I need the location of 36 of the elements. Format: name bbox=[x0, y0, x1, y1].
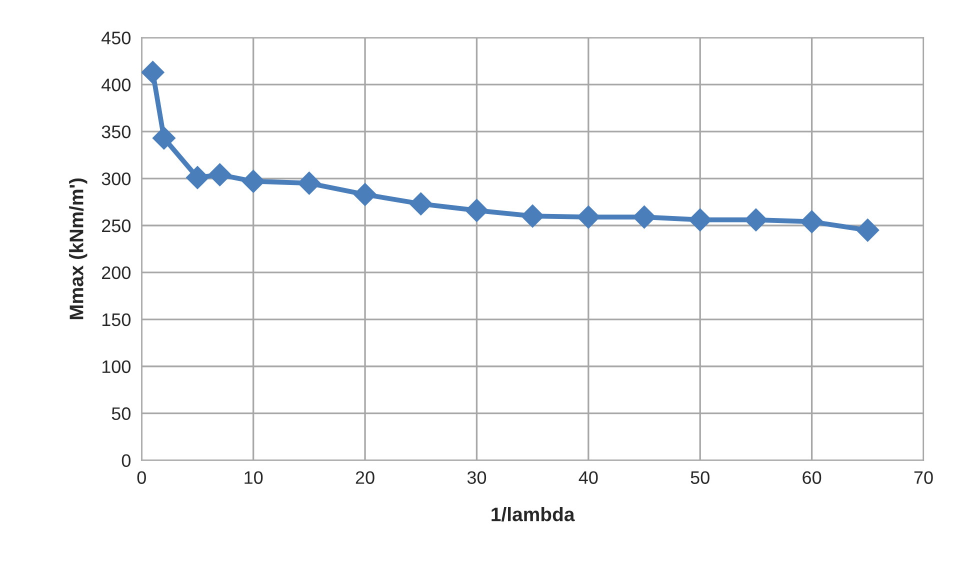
x-tick-label: 60 bbox=[802, 471, 822, 484]
point bbox=[576, 206, 600, 229]
x-tick-label: 40 bbox=[578, 471, 598, 484]
y-tick-label: 200 bbox=[102, 266, 131, 280]
point bbox=[298, 172, 321, 195]
point bbox=[800, 210, 824, 234]
point bbox=[152, 126, 176, 150]
y-tick-label: 100 bbox=[102, 360, 131, 374]
point bbox=[186, 166, 209, 190]
point bbox=[354, 182, 377, 206]
y-axis-title: Mmax (kNm/m') bbox=[69, 178, 88, 320]
x-tick-label: 0 bbox=[137, 471, 146, 484]
point bbox=[856, 218, 880, 242]
y-tick-label: 50 bbox=[112, 407, 131, 420]
x-tick-label: 50 bbox=[690, 471, 710, 484]
x-tick-label: 30 bbox=[467, 471, 486, 484]
y-tick-label: 300 bbox=[102, 172, 131, 186]
x-tick-label: 10 bbox=[244, 471, 263, 484]
point bbox=[465, 198, 488, 222]
point bbox=[632, 206, 656, 229]
y-tick-label: 150 bbox=[102, 313, 131, 326]
y-tick-label: 450 bbox=[102, 32, 131, 44]
point bbox=[142, 60, 164, 84]
point bbox=[521, 204, 544, 228]
point bbox=[409, 192, 432, 216]
y-tick-label: 350 bbox=[102, 125, 131, 138]
x-tick-label: 70 bbox=[914, 471, 933, 484]
point bbox=[744, 208, 768, 232]
y-tick-label: 250 bbox=[102, 219, 131, 232]
y-tick-label: 0 bbox=[122, 454, 131, 468]
x-tick-label: 20 bbox=[356, 471, 374, 484]
point bbox=[688, 208, 712, 232]
point bbox=[242, 170, 265, 193]
x-axis-title: 1/lambda bbox=[492, 506, 575, 522]
point bbox=[208, 163, 232, 186]
y-tick-label: 400 bbox=[102, 78, 131, 92]
